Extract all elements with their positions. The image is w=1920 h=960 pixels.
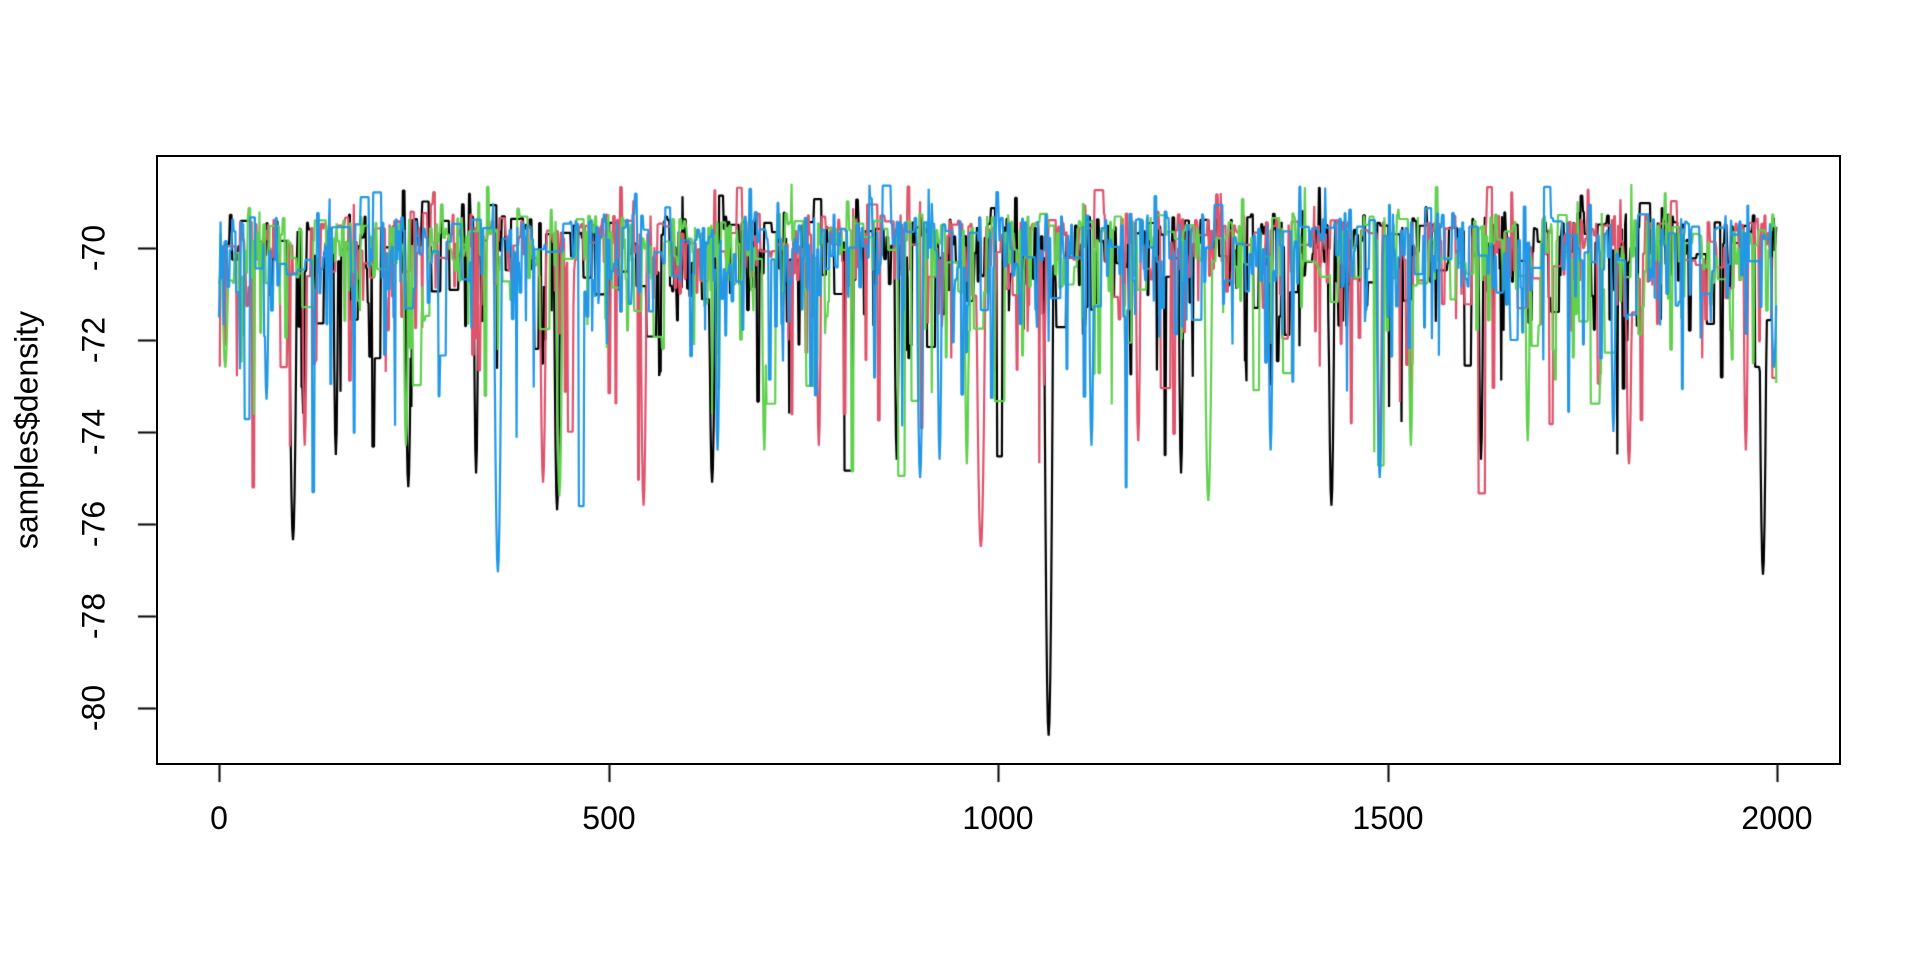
x-tick-label: 2000: [1741, 800, 1813, 836]
y-tick-label: -80: [75, 684, 112, 732]
y-axis-label: samples$density: [8, 310, 45, 550]
y-tick-label: -74: [75, 408, 112, 456]
x-tick-label: 500: [582, 800, 636, 836]
y-tick-label: -70: [75, 224, 112, 272]
y-tick-label: -72: [75, 316, 112, 364]
y-tick-label: -78: [75, 592, 112, 640]
x-tick-label: 1000: [962, 800, 1034, 836]
x-tick-label: 1500: [1352, 800, 1424, 836]
y-tick-label: -76: [75, 500, 112, 548]
x-tick-label: 0: [210, 800, 228, 836]
plot-box: [156, 155, 1841, 765]
